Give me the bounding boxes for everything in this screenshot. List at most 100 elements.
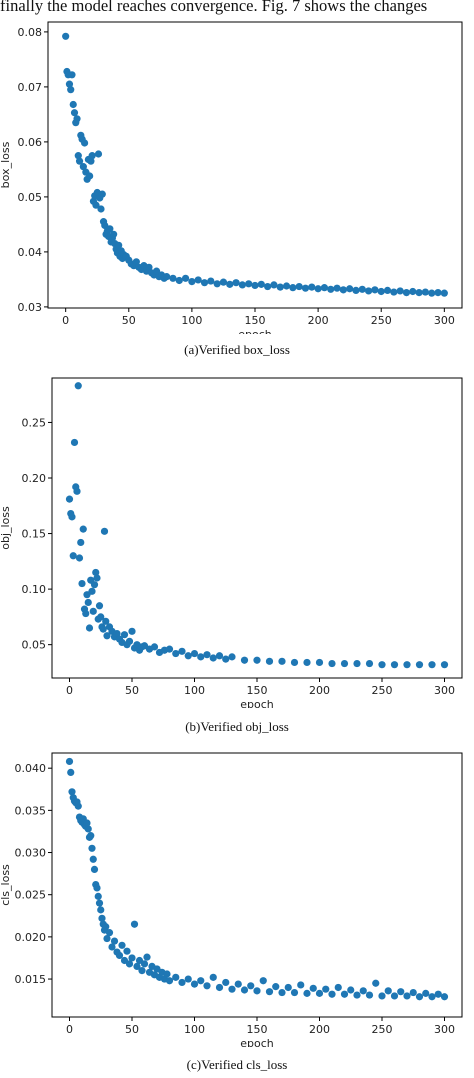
data-point <box>440 993 449 1001</box>
data-point <box>69 552 77 560</box>
data-point <box>303 658 311 667</box>
plot-frame <box>51 752 463 1018</box>
data-point <box>377 287 385 296</box>
data-point <box>97 205 105 213</box>
data-point <box>272 983 280 991</box>
data-point <box>440 289 448 297</box>
data-point <box>108 943 116 951</box>
data-point <box>301 284 310 292</box>
data-point <box>67 768 75 776</box>
data-point <box>265 988 274 996</box>
data-point <box>403 992 411 1000</box>
data-point <box>138 967 146 975</box>
data-point <box>234 980 242 988</box>
y-tick-label: 0.025 <box>15 889 47 902</box>
data-point <box>308 283 316 291</box>
data-point <box>282 282 291 290</box>
data-point <box>415 661 424 669</box>
y-tick-label: 0.10 <box>22 583 47 596</box>
data-point <box>73 115 81 123</box>
data-point <box>340 990 349 998</box>
data-point <box>372 979 380 987</box>
data-point <box>422 989 430 997</box>
data-point <box>409 988 417 997</box>
x-tick-label: 0 <box>66 1023 73 1036</box>
data-point <box>238 281 246 289</box>
data-point <box>90 865 99 873</box>
data-point <box>314 285 322 293</box>
data-point <box>184 975 192 983</box>
y-tick-label: 0.25 <box>22 416 47 429</box>
data-point <box>65 495 74 503</box>
data-point <box>62 32 70 40</box>
x-tick-label: 50 <box>122 314 136 327</box>
data-point <box>81 139 89 147</box>
data-point <box>130 920 139 928</box>
data-point <box>383 286 392 294</box>
data-point <box>328 659 336 668</box>
x-tick-label: 100 <box>184 1023 205 1036</box>
data-point <box>240 656 249 664</box>
data-point <box>194 276 202 284</box>
y-tick-label: 0.05 <box>22 639 47 652</box>
data-point <box>428 289 436 297</box>
y-tick-label: 0.035 <box>15 804 47 817</box>
data-point <box>346 285 354 293</box>
data-point <box>390 288 398 296</box>
data-point <box>428 661 436 669</box>
data-point <box>320 284 329 292</box>
data-point <box>251 281 259 290</box>
data-point <box>232 279 240 287</box>
data-point <box>87 157 95 165</box>
data-point <box>74 802 82 810</box>
data-point <box>259 977 267 985</box>
data-point <box>347 986 355 994</box>
data-point <box>215 983 224 992</box>
data-point <box>175 276 183 285</box>
data-point <box>384 987 392 995</box>
y-tick-label: 0.20 <box>22 472 47 485</box>
chart-panel-cls-loss: 0 50 100 150 200 250 300 0.015 0.020 0.025 0.030 0.… <box>0 745 474 1047</box>
cls-loss-scatter-chart: 0 50 100 150 200 250 300 0.015 0.020 0.025 0.030 0.… <box>0 752 463 1047</box>
data-point <box>115 241 123 249</box>
data-point <box>209 654 217 662</box>
data-point <box>152 267 161 275</box>
data-point <box>67 86 75 94</box>
data-point <box>184 652 192 660</box>
data-point <box>278 657 286 665</box>
caption-box-loss: (a)Verified box_loss <box>184 342 290 357</box>
data-point <box>105 929 114 937</box>
data-point <box>197 977 205 985</box>
x-axis-label: epoch <box>240 1037 274 1047</box>
data-point <box>403 661 411 669</box>
data-point <box>390 992 399 1000</box>
data-point <box>226 280 234 288</box>
data-point <box>115 951 124 960</box>
data-point <box>106 225 114 233</box>
x-tick-label: 150 <box>245 314 266 327</box>
data-point <box>165 645 174 653</box>
data-point <box>289 284 297 292</box>
data-point <box>68 513 76 521</box>
data-point <box>358 285 366 293</box>
data-point <box>303 989 311 997</box>
data-point <box>92 568 100 577</box>
data-point <box>327 285 335 293</box>
data-point <box>75 157 84 165</box>
data-point <box>421 288 429 296</box>
data-point <box>378 992 386 1000</box>
data-point <box>65 757 74 766</box>
chart-panel-box-loss: 0 50 100 150 200 250 300 0.03 0.04 0.05 0.06 0.07 0.… <box>0 14 474 334</box>
x-axis-label: epoch <box>240 698 274 708</box>
data-point <box>190 649 199 658</box>
y-axis-label: cls_loss <box>0 864 12 906</box>
data-point <box>333 284 341 292</box>
data-point <box>365 659 374 668</box>
y-tick-label: 0.05 <box>18 191 43 204</box>
data-point <box>190 980 199 988</box>
x-tick-label: 300 <box>434 314 455 327</box>
data-point <box>200 279 209 287</box>
data-point <box>328 990 336 998</box>
data-point <box>172 649 180 658</box>
data-point <box>352 286 360 294</box>
